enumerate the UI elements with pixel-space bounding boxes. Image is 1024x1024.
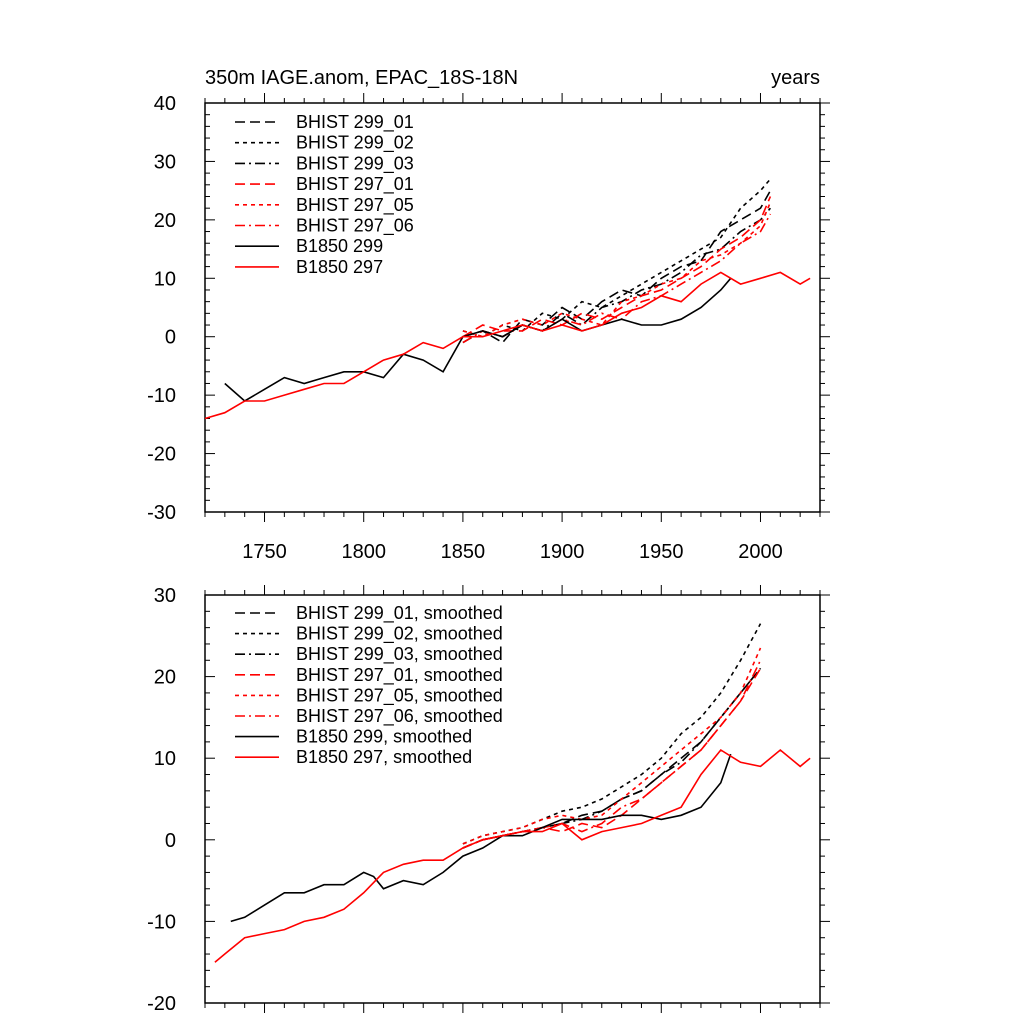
series-line-7 xyxy=(204,271,811,420)
axis-tick-labels: 1750 1800 1850 1900 1950 2000 -30 -20 -10 0 10 20 30… xyxy=(147,93,783,563)
axis-ticks xyxy=(204,93,830,522)
legend-label: B1850 297 xyxy=(296,257,383,277)
y-tick-label: 30 xyxy=(154,585,176,607)
legend-label: B1850 299, smoothed xyxy=(296,727,472,747)
legend-label: BHIST 297_06 xyxy=(296,216,414,237)
y-tick-label: -20 xyxy=(147,444,176,466)
series-line-7 xyxy=(214,748,811,963)
series-line-5 xyxy=(462,659,762,849)
series-line-6 xyxy=(230,753,732,923)
legend-label: BHIST 297_05, smoothed xyxy=(296,685,503,706)
x-tick-label: 1750 xyxy=(242,541,287,563)
series-line-4 xyxy=(462,647,762,845)
y-tick-label: 40 xyxy=(154,93,176,115)
legend-label: BHIST 299_03 xyxy=(296,153,414,174)
units-label: years xyxy=(771,67,820,89)
legend-label: BHIST 299_03, smoothed xyxy=(296,644,503,665)
legend-label: BHIST 297_01 xyxy=(296,174,414,195)
plot-frame xyxy=(204,594,821,1004)
chart-title: 350m IAGE.anom, EPAC_18S-18N xyxy=(205,67,518,89)
series-line-0 xyxy=(462,190,772,344)
y-tick-label: 20 xyxy=(154,667,176,689)
y-tick-label: 10 xyxy=(154,748,176,770)
y-tick-label: 30 xyxy=(154,151,176,173)
legend-label: B1850 297, smoothed xyxy=(296,747,472,767)
series-line-3 xyxy=(462,196,772,338)
series-line-4 xyxy=(462,201,772,338)
axis-ticks xyxy=(204,585,830,1013)
y-tick-label: 0 xyxy=(165,327,176,349)
series-line-3 xyxy=(462,667,762,849)
axis-tick-labels: -20 -10 0 10 20 30 xyxy=(147,585,176,1015)
y-tick-label: -20 xyxy=(147,993,176,1015)
legend-label: BHIST 299_01 xyxy=(296,112,414,133)
plot-frame xyxy=(204,102,821,513)
series-lines xyxy=(204,178,811,420)
series-line-6 xyxy=(224,277,732,402)
y-tick-label: 0 xyxy=(165,830,176,852)
legend-label: BHIST 299_02 xyxy=(296,133,414,154)
x-tick-label: 1950 xyxy=(639,541,684,563)
y-tick-label: -10 xyxy=(147,385,176,407)
x-tick-label: 2000 xyxy=(738,541,783,563)
legend-label: BHIST 299_02, smoothed xyxy=(296,624,503,645)
x-tick-label: 1900 xyxy=(540,541,585,563)
legend-label: BHIST 299_01, smoothed xyxy=(296,603,503,624)
y-tick-label: -10 xyxy=(147,911,176,933)
legend-label: BHIST 297_06, smoothed xyxy=(296,706,503,727)
y-tick-label: -30 xyxy=(147,502,176,524)
series-lines xyxy=(214,623,811,963)
series-line-1 xyxy=(462,623,762,845)
legend-label: BHIST 297_05 xyxy=(296,195,414,216)
x-tick-label: 1850 xyxy=(441,541,486,563)
legend-label: B1850 299 xyxy=(296,236,383,256)
x-tick-label: 1800 xyxy=(341,541,386,563)
top-chart-panel: 350m IAGE.anom, EPAC_18S-18N years 1750 1… xyxy=(147,67,830,563)
y-tick-label: 10 xyxy=(154,268,176,290)
series-line-2 xyxy=(462,207,772,344)
series-line-2 xyxy=(462,667,762,849)
y-tick-label: 20 xyxy=(154,210,176,232)
legend-label: BHIST 297_01, smoothed xyxy=(296,665,503,686)
